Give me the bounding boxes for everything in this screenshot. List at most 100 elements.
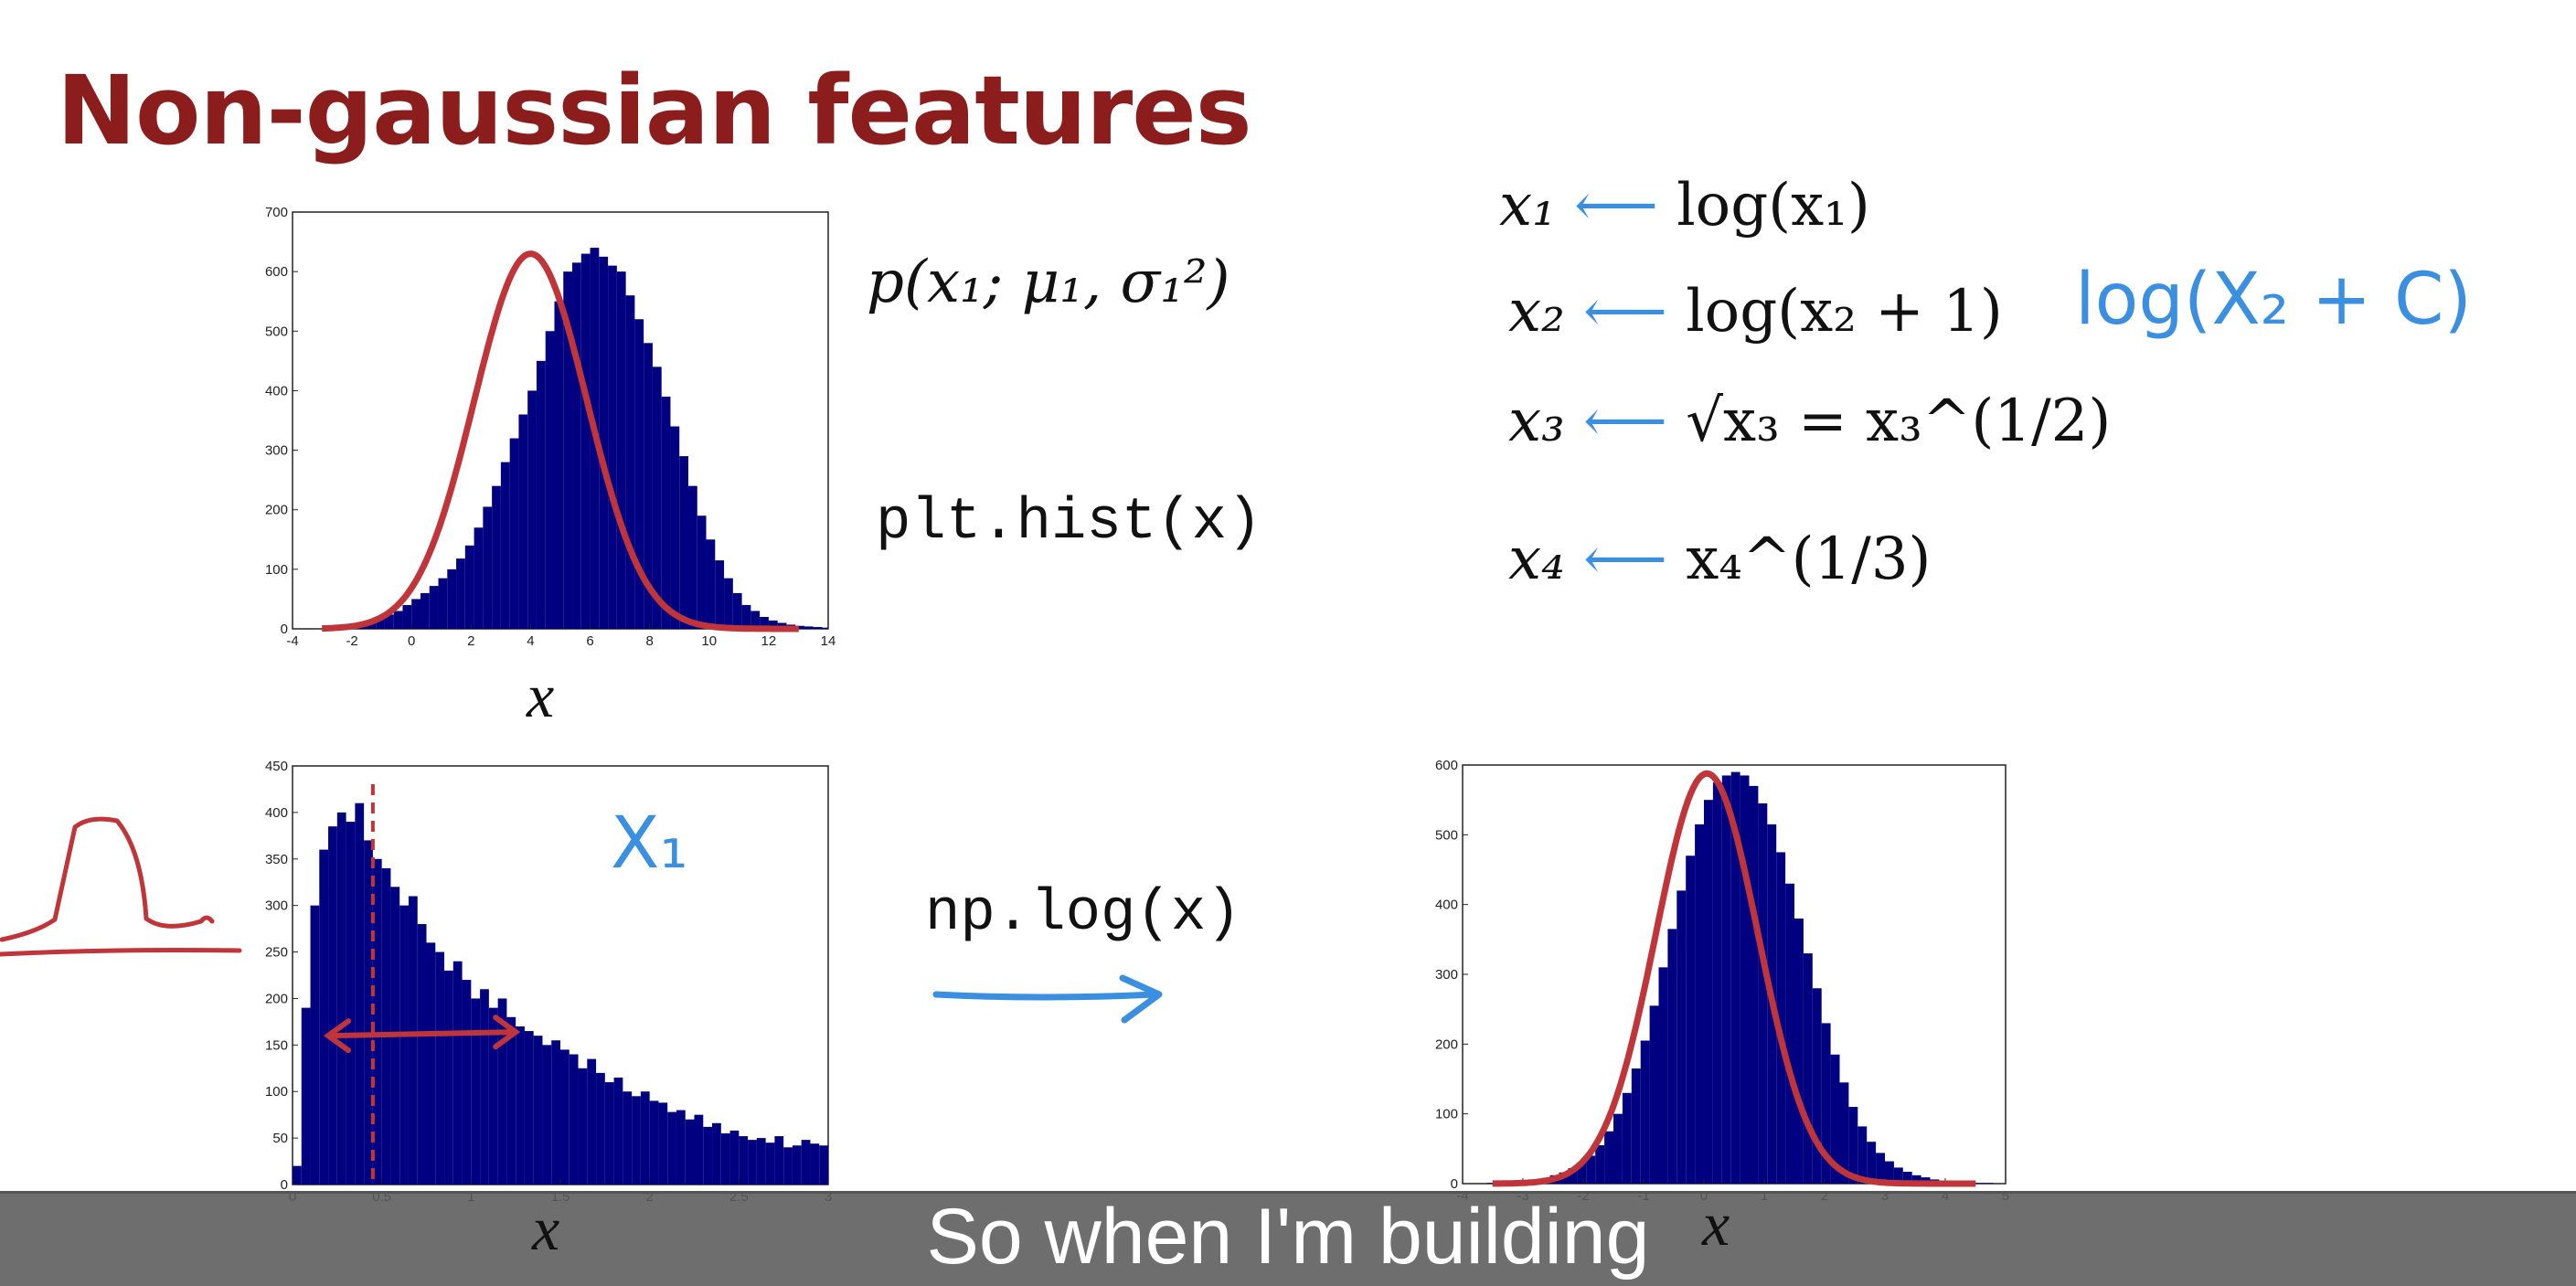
histogram-bar <box>456 558 465 629</box>
histogram-bar <box>679 456 688 629</box>
histogram-bar <box>376 618 385 629</box>
y-tick-label: 100 <box>265 1084 288 1100</box>
transform-1: x₁ ⟵ log(x₁) <box>1499 172 1870 239</box>
transform-4-rhs: x₄^(1/3) <box>1686 526 1932 593</box>
histogram-bar <box>381 867 391 1185</box>
histogram-bar <box>417 924 427 1185</box>
histogram-bar <box>1812 988 1822 1184</box>
x-axis-label-3: x <box>1702 1189 1730 1259</box>
histogram-bar <box>346 822 356 1185</box>
histogram-bar <box>732 592 742 629</box>
histogram-bar <box>1667 929 1677 1184</box>
y-tick-label: 600 <box>265 264 288 280</box>
histogram-bar <box>616 271 626 629</box>
histogram-bar <box>572 262 581 629</box>
histogram-bar <box>667 1111 676 1185</box>
histogram-bar <box>1640 1040 1650 1184</box>
y-tick-label: 700 <box>265 205 288 220</box>
arrow-left-icon: ⟵ <box>1583 278 1667 345</box>
histogram-bar <box>623 1091 633 1185</box>
histogram-bar <box>783 1147 793 1185</box>
y-tick-label: 450 <box>265 759 288 774</box>
histogram-bar <box>420 592 430 629</box>
histogram-bar <box>687 485 697 629</box>
histogram-bar <box>301 1007 311 1185</box>
histogram-bar <box>1902 1172 1912 1184</box>
histogram-bar <box>608 265 617 629</box>
histogram-bar <box>533 1036 543 1185</box>
transform-3-rhs: √x₃ = x₃^(1/2) <box>1686 388 2112 455</box>
histogram-bar <box>372 858 382 1185</box>
histogram-bar <box>644 343 653 629</box>
y-tick-label: 250 <box>265 945 288 961</box>
histogram-bar <box>1794 918 1804 1184</box>
histogram-bar <box>649 1100 659 1185</box>
histogram-bar <box>483 506 493 629</box>
histogram-bar <box>1893 1167 1903 1184</box>
arrow-head-left <box>323 1018 352 1054</box>
y-tick-label: 0 <box>281 622 288 637</box>
x-tick-label: 2 <box>467 633 474 649</box>
arrow-left-icon: ⟵ <box>1583 388 1667 455</box>
histogram-bar <box>822 627 828 629</box>
x-tick-label: 8 <box>645 633 653 649</box>
histogram-bar <box>792 1145 802 1185</box>
y-tick-label: 500 <box>265 324 288 339</box>
gaussian-formula: p(x₁; μ₁, σ₁²) <box>867 249 1230 316</box>
histogram-bar <box>1876 1153 1885 1184</box>
histogram-bar <box>1740 775 1750 1184</box>
log-code: np.log(x) <box>925 881 1241 947</box>
histogram-bar <box>524 1031 534 1185</box>
histogram-bar <box>1622 1092 1632 1184</box>
histogram-bar <box>500 462 510 629</box>
histogram-bar <box>563 271 573 629</box>
hist-code: plt.hist(x) <box>876 490 1262 556</box>
transform-2-lhs: x₂ <box>1508 278 1565 345</box>
histogram-bar <box>670 426 680 629</box>
transform-3: x₃ ⟵ √x₃ = x₃^(1/2) <box>1508 388 2111 455</box>
histogram-bar <box>715 560 725 629</box>
x-axis-label-2: x <box>532 1194 560 1263</box>
histogram-bar <box>452 961 463 1185</box>
histogram-bar <box>819 1145 828 1185</box>
histogram-bar <box>1658 967 1668 1184</box>
transform-4: x₄ ⟵ x₄^(1/3) <box>1508 526 1932 593</box>
histogram-bar <box>393 611 403 629</box>
x-tick-label: 4 <box>527 633 534 649</box>
histogram-bar <box>652 367 662 629</box>
histogram-bar <box>509 438 519 629</box>
histogram-bar <box>336 812 346 1185</box>
histogram-bar <box>1821 1023 1831 1184</box>
histogram-bar <box>518 414 528 629</box>
y-tick-label: 200 <box>265 503 288 518</box>
x-tick-label: 6 <box>586 633 593 649</box>
histogram-bar <box>1649 1005 1659 1184</box>
histogram-bar <box>613 1077 623 1185</box>
plot-gaussian: -4 -2 0 2 4 6 8 10 12 14 0 100 200 300 400 500 600 700 <box>256 201 841 681</box>
histogram-bar <box>399 905 409 1185</box>
histogram-bar <box>676 1110 686 1185</box>
histogram-bar <box>765 1143 775 1185</box>
histogram-bar <box>596 1072 605 1185</box>
histogram-bar <box>1721 775 1731 1184</box>
histogram-bar <box>1695 824 1704 1184</box>
histogram-bar <box>632 1096 641 1185</box>
histogram-bar <box>1677 890 1687 1184</box>
histogram-bar <box>569 1054 579 1185</box>
histogram-bar <box>599 256 609 629</box>
transform-4-lhs: x₄ <box>1508 526 1565 593</box>
histogram-bar <box>1730 771 1740 1184</box>
transform-3-lhs: x₃ <box>1508 388 1565 455</box>
y-tick-label: 400 <box>265 383 288 399</box>
histogram-bar <box>739 1136 749 1185</box>
arrow-left-icon: ⟵ <box>1574 172 1658 239</box>
x-tick-label: -2 <box>346 633 357 649</box>
histogram-bar <box>444 970 453 1185</box>
histogram-bar <box>640 1091 650 1185</box>
arrow-left-icon: ⟵ <box>1583 526 1667 593</box>
histogram-bar <box>1867 1142 1877 1184</box>
y-tick-label: 100 <box>265 562 288 578</box>
gaussian-fit-curve <box>1492 770 1976 1187</box>
histogram-bar <box>1613 1113 1623 1184</box>
histogram-bar <box>774 1136 784 1185</box>
